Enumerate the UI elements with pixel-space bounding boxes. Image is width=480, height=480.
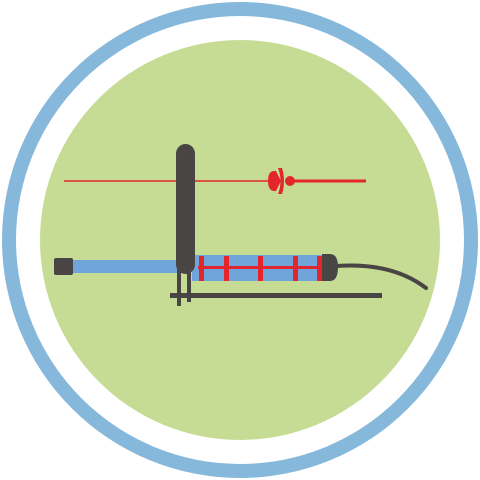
green-disc	[40, 40, 440, 440]
bracket-leg-right	[187, 256, 191, 302]
cord	[334, 263, 428, 290]
handle-cap	[322, 254, 338, 281]
base-bar	[170, 293, 382, 298]
vertical-post	[176, 144, 195, 274]
bracket-leg-left	[177, 256, 181, 306]
fishing-tool-icon	[54, 144, 428, 306]
rod-tip	[54, 258, 73, 275]
rod-blue	[62, 260, 186, 273]
lure-icon	[268, 168, 295, 194]
handle-stripes	[198, 256, 324, 281]
